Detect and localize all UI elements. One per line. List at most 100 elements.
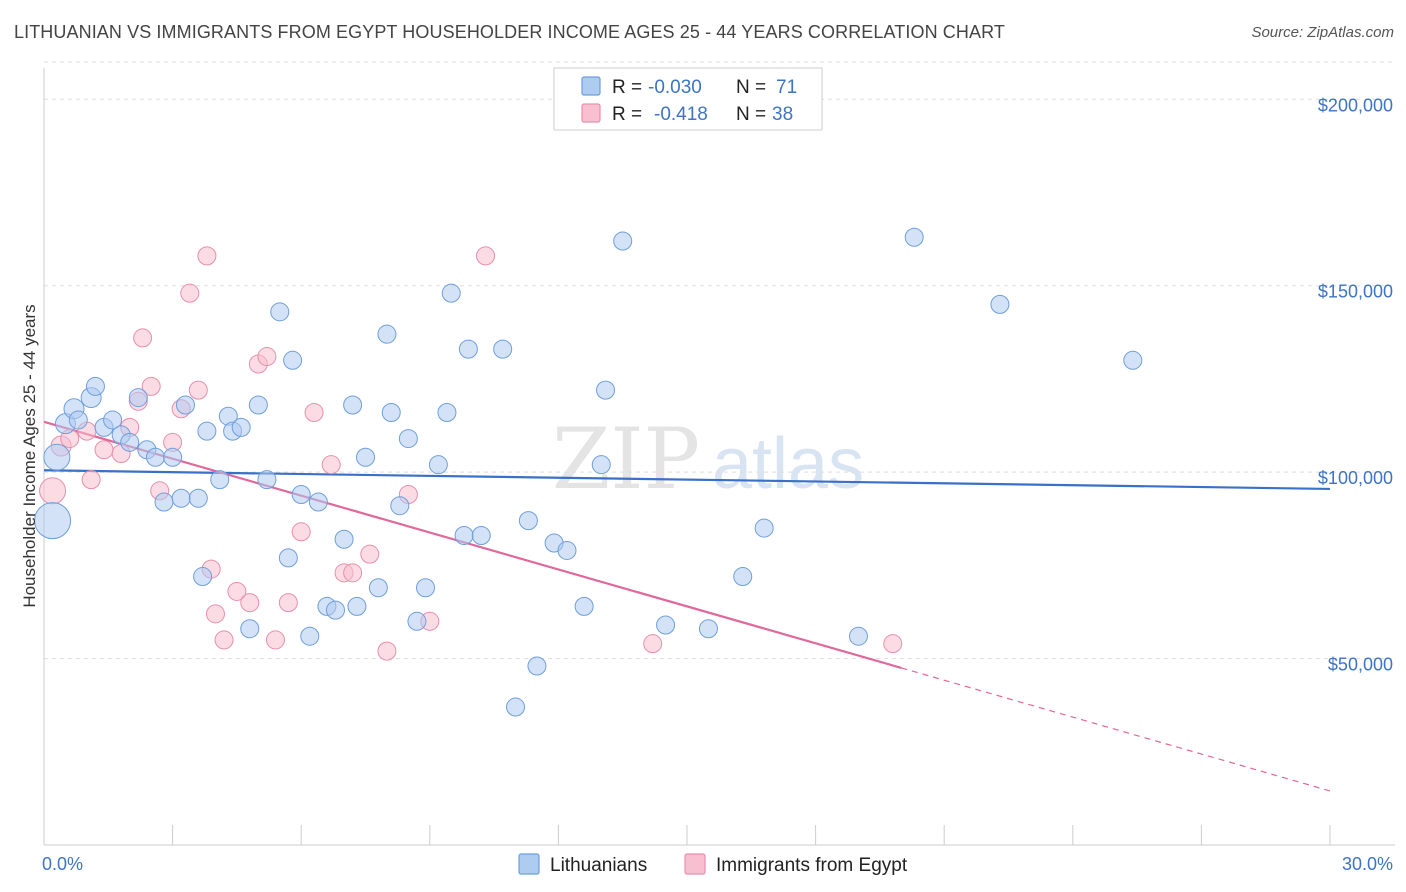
trend-lines [43, 420, 1331, 792]
data-point-lithuanians [698, 619, 718, 639]
data-point-egypt [180, 283, 200, 303]
legend-n-label: N = [736, 77, 766, 98]
data-point-lithuanians [291, 485, 311, 505]
data-point-egypt [214, 630, 234, 650]
data-point-egypt [227, 581, 247, 601]
legend-r-value: -0.418 [654, 104, 708, 125]
data-point-lithuanians [68, 410, 88, 430]
y-tick-labels: $50,000 $100,000 $150,000 $200,000 [1318, 95, 1393, 674]
data-point-lithuanians [518, 511, 538, 531]
chart-title: LITHUANIAN VS IMMIGRANTS FROM EGYPT HOUS… [14, 22, 1005, 42]
data-point-lithuanians [210, 470, 230, 490]
data-point-lithuanians [407, 611, 427, 631]
data-point-lithuanians [188, 488, 208, 508]
y-tick-label: $200,000 [1318, 95, 1393, 115]
data-point-lithuanians [334, 529, 354, 549]
data-point-lithuanians [471, 526, 491, 546]
data-point-egypt [278, 593, 298, 613]
data-point-lithuanians [43, 443, 71, 471]
data-point-egypt [321, 455, 341, 475]
data-point-egypt [205, 604, 225, 624]
bottom-legend-lithuanians: Lithuanians [550, 855, 647, 876]
data-point-lithuanians [34, 502, 72, 540]
data-point-lithuanians [990, 294, 1010, 314]
data-point-egypt [377, 641, 397, 661]
data-point-lithuanians [381, 402, 401, 422]
legend-swatch-lithuanians [581, 76, 601, 96]
data-point-egypt [304, 402, 324, 422]
data-point-egypt [240, 593, 260, 613]
data-point-lithuanians [733, 567, 753, 587]
data-point-lithuanians [557, 540, 577, 560]
data-point-lithuanians [154, 492, 174, 512]
data-point-lithuanians [398, 429, 418, 449]
data-point-lithuanians [343, 395, 363, 415]
data-point-lithuanians [171, 488, 191, 508]
y-axis-label: Householder Income Ages 25 - 44 years [20, 304, 39, 607]
legend-n-value: 71 [776, 77, 797, 98]
data-point-lithuanians [175, 395, 195, 415]
watermark: ZIP atlas [552, 410, 864, 508]
data-point-egypt [883, 634, 903, 654]
watermark-atlas: atlas [712, 424, 864, 504]
data-point-lithuanians [390, 496, 410, 516]
data-point-lithuanians [145, 447, 165, 467]
data-point-lithuanians [163, 447, 183, 467]
watermark-zip: ZIP [552, 410, 700, 508]
data-point-lithuanians [193, 567, 213, 587]
data-points [34, 227, 1143, 717]
data-point-lithuanians [283, 350, 303, 370]
data-point-egypt [643, 634, 663, 654]
data-point-lithuanians [278, 548, 298, 568]
data-point-lithuanians [231, 417, 251, 437]
data-point-egypt [39, 477, 67, 505]
data-point-lithuanians [656, 615, 676, 635]
trend-line-egypt [43, 420, 902, 669]
legend-r-value: -0.030 [648, 77, 702, 98]
trend-line-lithuanians [43, 469, 1331, 491]
y-tick-label: $150,000 [1318, 282, 1393, 302]
data-point-egypt [291, 522, 311, 542]
x-tick-label-min: 0.0% [42, 854, 83, 874]
chart-source: Source: ZipAtlas.com [1251, 24, 1394, 41]
data-point-egypt [94, 440, 114, 460]
data-point-lithuanians [240, 619, 260, 639]
data-point-lithuanians [325, 600, 345, 620]
data-point-lithuanians [103, 410, 123, 430]
data-point-lithuanians [1123, 350, 1143, 370]
data-point-lithuanians [454, 526, 474, 546]
trend-line-egypt-extrapolated [901, 667, 1331, 792]
data-point-lithuanians [356, 447, 375, 467]
data-point-lithuanians [754, 518, 774, 538]
data-point-egypt [197, 246, 217, 266]
data-point-lithuanians [904, 227, 924, 247]
x-tick-label-max: 30.0% [1342, 854, 1393, 874]
legend-n-value: 38 [772, 104, 793, 125]
data-point-lithuanians [441, 283, 461, 303]
data-point-egypt [141, 376, 161, 396]
y-tick-label: $100,000 [1318, 468, 1393, 488]
data-point-egypt [133, 328, 153, 348]
correlation-legend: R = -0.030 N = 71 R = -0.418 N = 38 [553, 67, 823, 131]
data-point-lithuanians [300, 626, 320, 646]
data-point-lithuanians [270, 302, 290, 322]
data-point-lithuanians [377, 324, 397, 344]
data-point-lithuanians [368, 578, 388, 598]
legend-r-label: R = [612, 104, 642, 125]
data-point-egypt [265, 630, 285, 650]
bottom-legend-swatch-lithuanians [518, 853, 540, 875]
data-point-lithuanians [347, 596, 367, 616]
data-point-lithuanians [596, 380, 616, 400]
data-point-lithuanians [128, 388, 148, 408]
data-point-lithuanians [248, 395, 268, 415]
data-point-lithuanians [416, 578, 436, 598]
data-point-lithuanians [85, 376, 105, 396]
data-point-egypt [81, 470, 101, 490]
data-point-lithuanians [428, 455, 448, 475]
bottom-legend-egypt: Immigrants from Egypt [716, 855, 908, 876]
data-point-lithuanians [591, 455, 611, 475]
data-point-lithuanians [527, 656, 547, 676]
grid-lines [44, 61, 1395, 660]
bottom-legend-swatch-egypt [684, 853, 706, 875]
